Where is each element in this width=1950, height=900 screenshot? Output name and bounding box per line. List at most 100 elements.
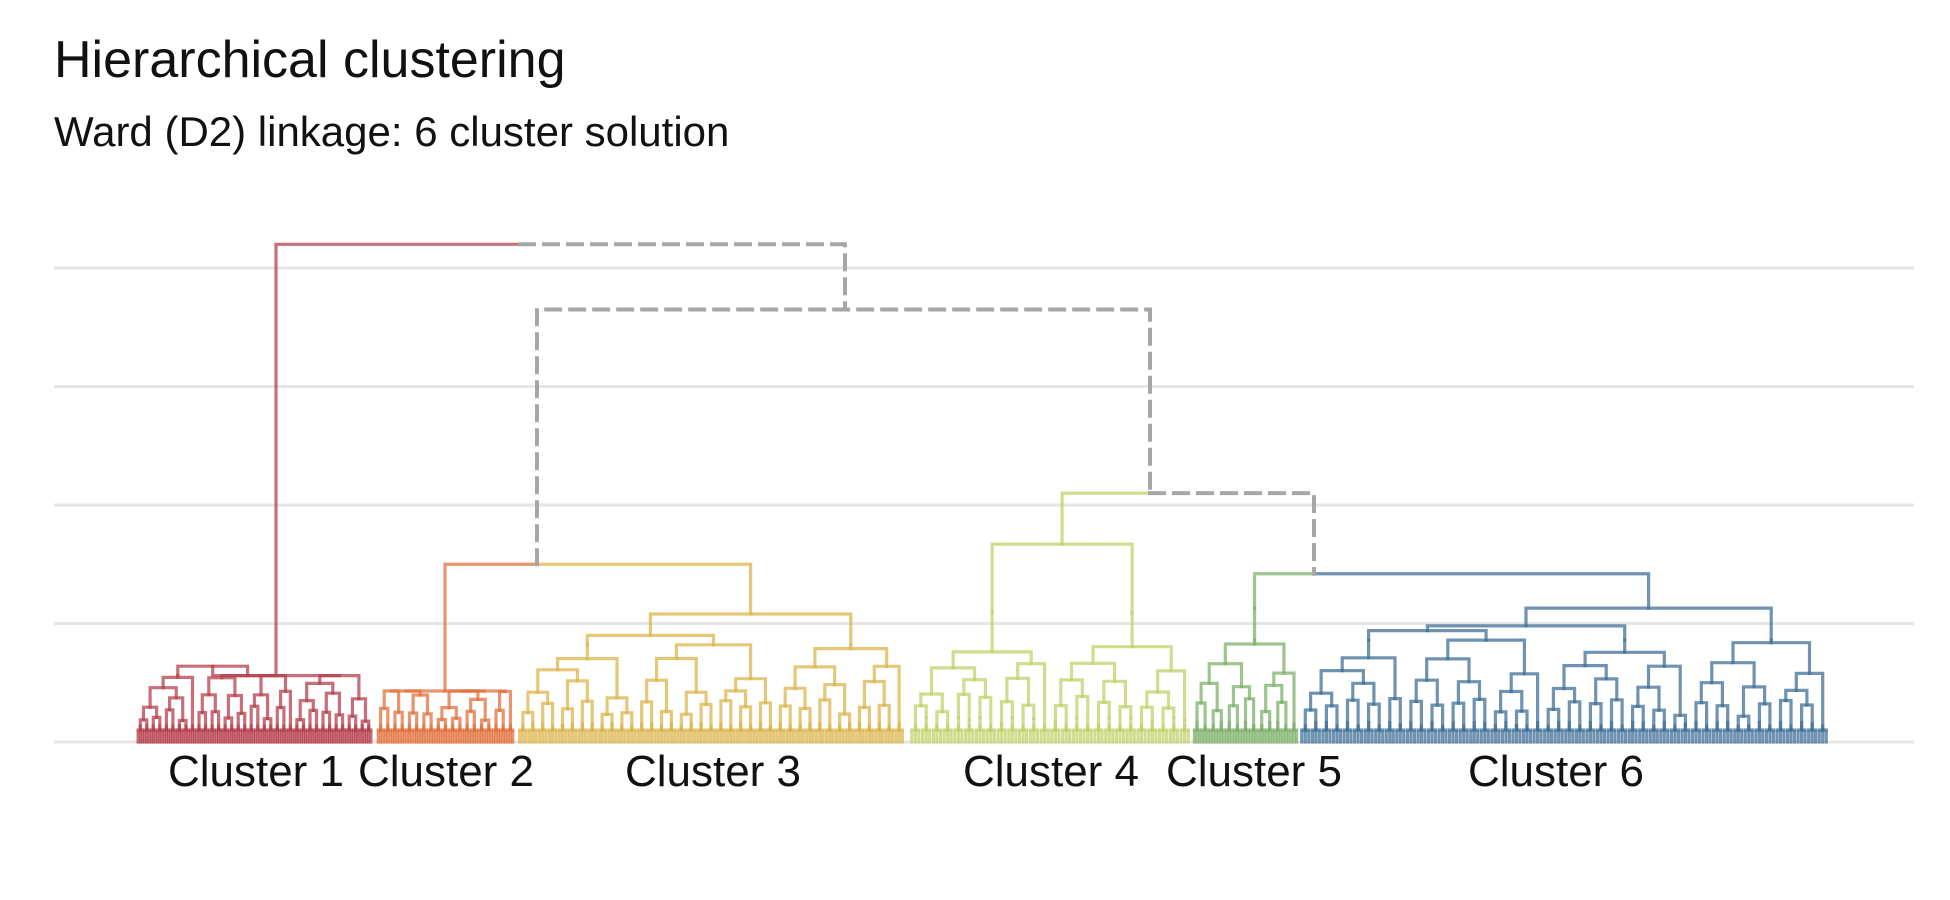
branch [1195,701,1207,730]
branch [1499,689,1524,714]
branch [1588,702,1603,729]
branch [210,710,221,732]
merge-2-3-left [443,562,539,693]
branch [640,700,654,726]
branch [798,706,812,727]
branch [724,689,748,709]
branch [1514,709,1529,732]
branch [758,701,772,730]
cluster-label-5: Cluster 5 [1166,747,1342,796]
branch [262,717,273,732]
branch [560,707,574,728]
branch [422,712,433,732]
merge-23-456-dashed [535,307,1152,567]
branch [1562,664,1608,691]
branch [862,679,886,709]
branch [1096,700,1111,727]
merge-2-3-right [535,562,753,616]
cluster-3-group-1 [518,643,637,744]
dendrogram-branches [136,242,1828,744]
branch [956,692,971,722]
branch [334,713,345,732]
branch [347,714,358,732]
branch [655,656,698,694]
cluster-label-3: Cluster 3 [625,747,801,796]
branch [541,701,555,731]
cluster-2-group-1 [376,689,436,744]
branch [1340,656,1397,701]
branch [857,705,871,730]
cluster-6-group-2 [1405,638,1543,744]
branch [1388,697,1402,727]
branch [275,705,286,732]
cluster-4-group-1 [910,611,1050,744]
cluster-6-group-1 [1300,638,1406,744]
cluster-2-branches [376,689,515,744]
branch [465,709,476,732]
cluster-1-branches [136,664,373,744]
branch [1118,705,1133,732]
branch [1646,664,1682,717]
branch [951,650,1033,670]
branch [1715,704,1730,725]
branch [494,708,505,732]
cluster-6-group-3 [1543,638,1691,744]
branch [321,710,332,732]
cluster-label-2: Cluster 2 [358,747,534,796]
branch [565,679,589,711]
branch [407,711,419,732]
branch [1059,678,1084,708]
cluster-labels: Cluster 1 Cluster 2 Cluster 3 Cluster 4 Clus… [168,747,1644,796]
branch [645,678,669,714]
branch [1800,703,1814,726]
branch [1731,641,1812,675]
branch [223,716,234,732]
branch [580,699,594,726]
cluster-merge [1425,624,1627,642]
branch [200,693,217,715]
merge-5-6-right [1312,572,1651,610]
cluster-merge [211,664,341,678]
branch [674,643,753,681]
cluster-6-group-4 [1690,638,1828,744]
chart-title: Hierarchical clustering [54,31,566,89]
branch [308,708,319,732]
cluster-4-top [1060,491,1152,546]
cluster-label-4: Cluster 4 [963,747,1139,796]
branch [935,710,950,732]
cluster-3-group-2 [636,643,776,744]
branch [1472,697,1487,725]
cluster-label-6: Cluster 6 [1468,747,1644,796]
branch [249,704,260,732]
branch [1075,694,1090,732]
cluster-5-group-1 [1192,638,1299,744]
branch [1161,706,1176,732]
cluster-1-top [274,242,522,678]
cluster-6-branches [1300,606,1828,744]
branch [913,704,928,732]
branch [151,715,162,732]
branch [1139,705,1154,729]
cluster-2-group-2 [434,689,515,744]
root-merge-dashed [518,242,847,312]
branch [620,711,634,732]
branch [197,710,208,732]
branch [813,647,889,669]
branch [379,706,390,732]
branch [1741,685,1767,718]
merge-5-6-left [1253,572,1316,610]
branch [1053,703,1068,732]
branch [1091,645,1173,673]
branch [164,708,175,732]
branch [451,716,462,732]
branch [1345,698,1360,729]
branch [411,693,430,716]
merge-4-56-dashed [1148,491,1316,576]
branch [1243,697,1256,728]
branch [1551,686,1577,711]
cluster-5-branches [1192,606,1299,744]
branch [207,676,237,698]
cluster-merge [648,612,853,647]
branch [1145,690,1171,710]
